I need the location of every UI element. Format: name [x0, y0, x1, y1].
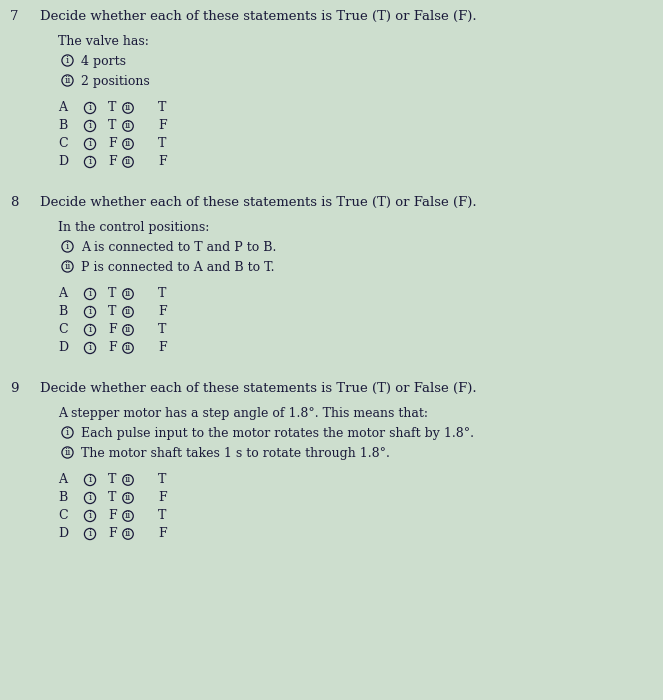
- Text: 7: 7: [10, 10, 19, 23]
- Text: C: C: [58, 137, 68, 150]
- Text: T: T: [108, 305, 117, 318]
- Text: ii: ii: [125, 290, 131, 298]
- Text: The motor shaft takes 1 s to rotate through 1.8°.: The motor shaft takes 1 s to rotate thro…: [81, 447, 390, 460]
- Text: F: F: [158, 119, 166, 132]
- Text: ii: ii: [125, 326, 131, 335]
- Text: ii: ii: [125, 158, 131, 167]
- Text: ii: ii: [125, 104, 131, 113]
- Text: ii: ii: [125, 307, 131, 316]
- Text: ii: ii: [125, 512, 131, 521]
- Text: Each pulse input to the motor rotates the motor shaft by 1.8°.: Each pulse input to the motor rotates th…: [81, 427, 474, 440]
- Text: i: i: [88, 139, 91, 148]
- Text: D: D: [58, 155, 68, 168]
- Text: A stepper motor has a step angle of 1.8°. This means that:: A stepper motor has a step angle of 1.8°…: [58, 407, 428, 420]
- Text: i: i: [88, 290, 91, 298]
- Text: F: F: [108, 323, 117, 336]
- Text: F: F: [158, 305, 166, 318]
- Text: Decide whether each of these statements is True (T) or False (F).: Decide whether each of these statements …: [40, 196, 477, 209]
- Text: F: F: [158, 491, 166, 504]
- Text: F: F: [158, 341, 166, 354]
- Text: T: T: [108, 491, 117, 504]
- Text: B: B: [58, 305, 67, 318]
- Text: i: i: [66, 56, 69, 65]
- Text: ii: ii: [64, 448, 71, 457]
- Text: F: F: [158, 527, 166, 540]
- Text: A: A: [58, 287, 67, 300]
- Text: F: F: [108, 509, 117, 522]
- Text: ii: ii: [64, 262, 71, 271]
- Text: P is connected to A and B to T.: P is connected to A and B to T.: [81, 261, 274, 274]
- Text: F: F: [158, 155, 166, 168]
- Text: T: T: [158, 509, 166, 522]
- Text: i: i: [66, 242, 69, 251]
- Text: i: i: [88, 344, 91, 353]
- Text: ii: ii: [125, 529, 131, 538]
- Text: i: i: [88, 529, 91, 538]
- Text: T: T: [158, 101, 166, 114]
- Text: B: B: [58, 491, 67, 504]
- Text: i: i: [88, 494, 91, 503]
- Text: D: D: [58, 341, 68, 354]
- Text: i: i: [88, 512, 91, 521]
- Text: i: i: [88, 104, 91, 113]
- Text: A is connected to T and P to B.: A is connected to T and P to B.: [81, 241, 276, 254]
- Text: Decide whether each of these statements is True (T) or False (F).: Decide whether each of these statements …: [40, 382, 477, 395]
- Text: i: i: [88, 158, 91, 167]
- Text: 8: 8: [10, 196, 19, 209]
- Text: F: F: [108, 527, 117, 540]
- Text: C: C: [58, 323, 68, 336]
- Text: ii: ii: [64, 76, 71, 85]
- Text: ii: ii: [125, 494, 131, 503]
- Text: T: T: [108, 473, 117, 486]
- Text: C: C: [58, 509, 68, 522]
- Text: T: T: [158, 287, 166, 300]
- Text: T: T: [158, 137, 166, 150]
- Text: F: F: [108, 137, 117, 150]
- Text: ii: ii: [125, 139, 131, 148]
- Text: In the control positions:: In the control positions:: [58, 221, 210, 234]
- Text: 2 positions: 2 positions: [81, 75, 150, 88]
- Text: T: T: [108, 287, 117, 300]
- Text: Decide whether each of these statements is True (T) or False (F).: Decide whether each of these statements …: [40, 10, 477, 23]
- Text: D: D: [58, 527, 68, 540]
- Text: T: T: [158, 473, 166, 486]
- Text: T: T: [108, 101, 117, 114]
- Text: i: i: [88, 122, 91, 130]
- Text: i: i: [88, 475, 91, 484]
- Text: ii: ii: [125, 344, 131, 353]
- Text: i: i: [66, 428, 69, 437]
- Text: F: F: [108, 155, 117, 168]
- Text: ii: ii: [125, 475, 131, 484]
- Text: B: B: [58, 119, 67, 132]
- Text: A: A: [58, 101, 67, 114]
- Text: A: A: [58, 473, 67, 486]
- Text: T: T: [108, 119, 117, 132]
- Text: ii: ii: [125, 122, 131, 130]
- Text: 9: 9: [10, 382, 19, 395]
- Text: i: i: [88, 307, 91, 316]
- Text: T: T: [158, 323, 166, 336]
- Text: 4 ports: 4 ports: [81, 55, 126, 68]
- Text: F: F: [108, 341, 117, 354]
- Text: i: i: [88, 326, 91, 335]
- Text: The valve has:: The valve has:: [58, 35, 149, 48]
